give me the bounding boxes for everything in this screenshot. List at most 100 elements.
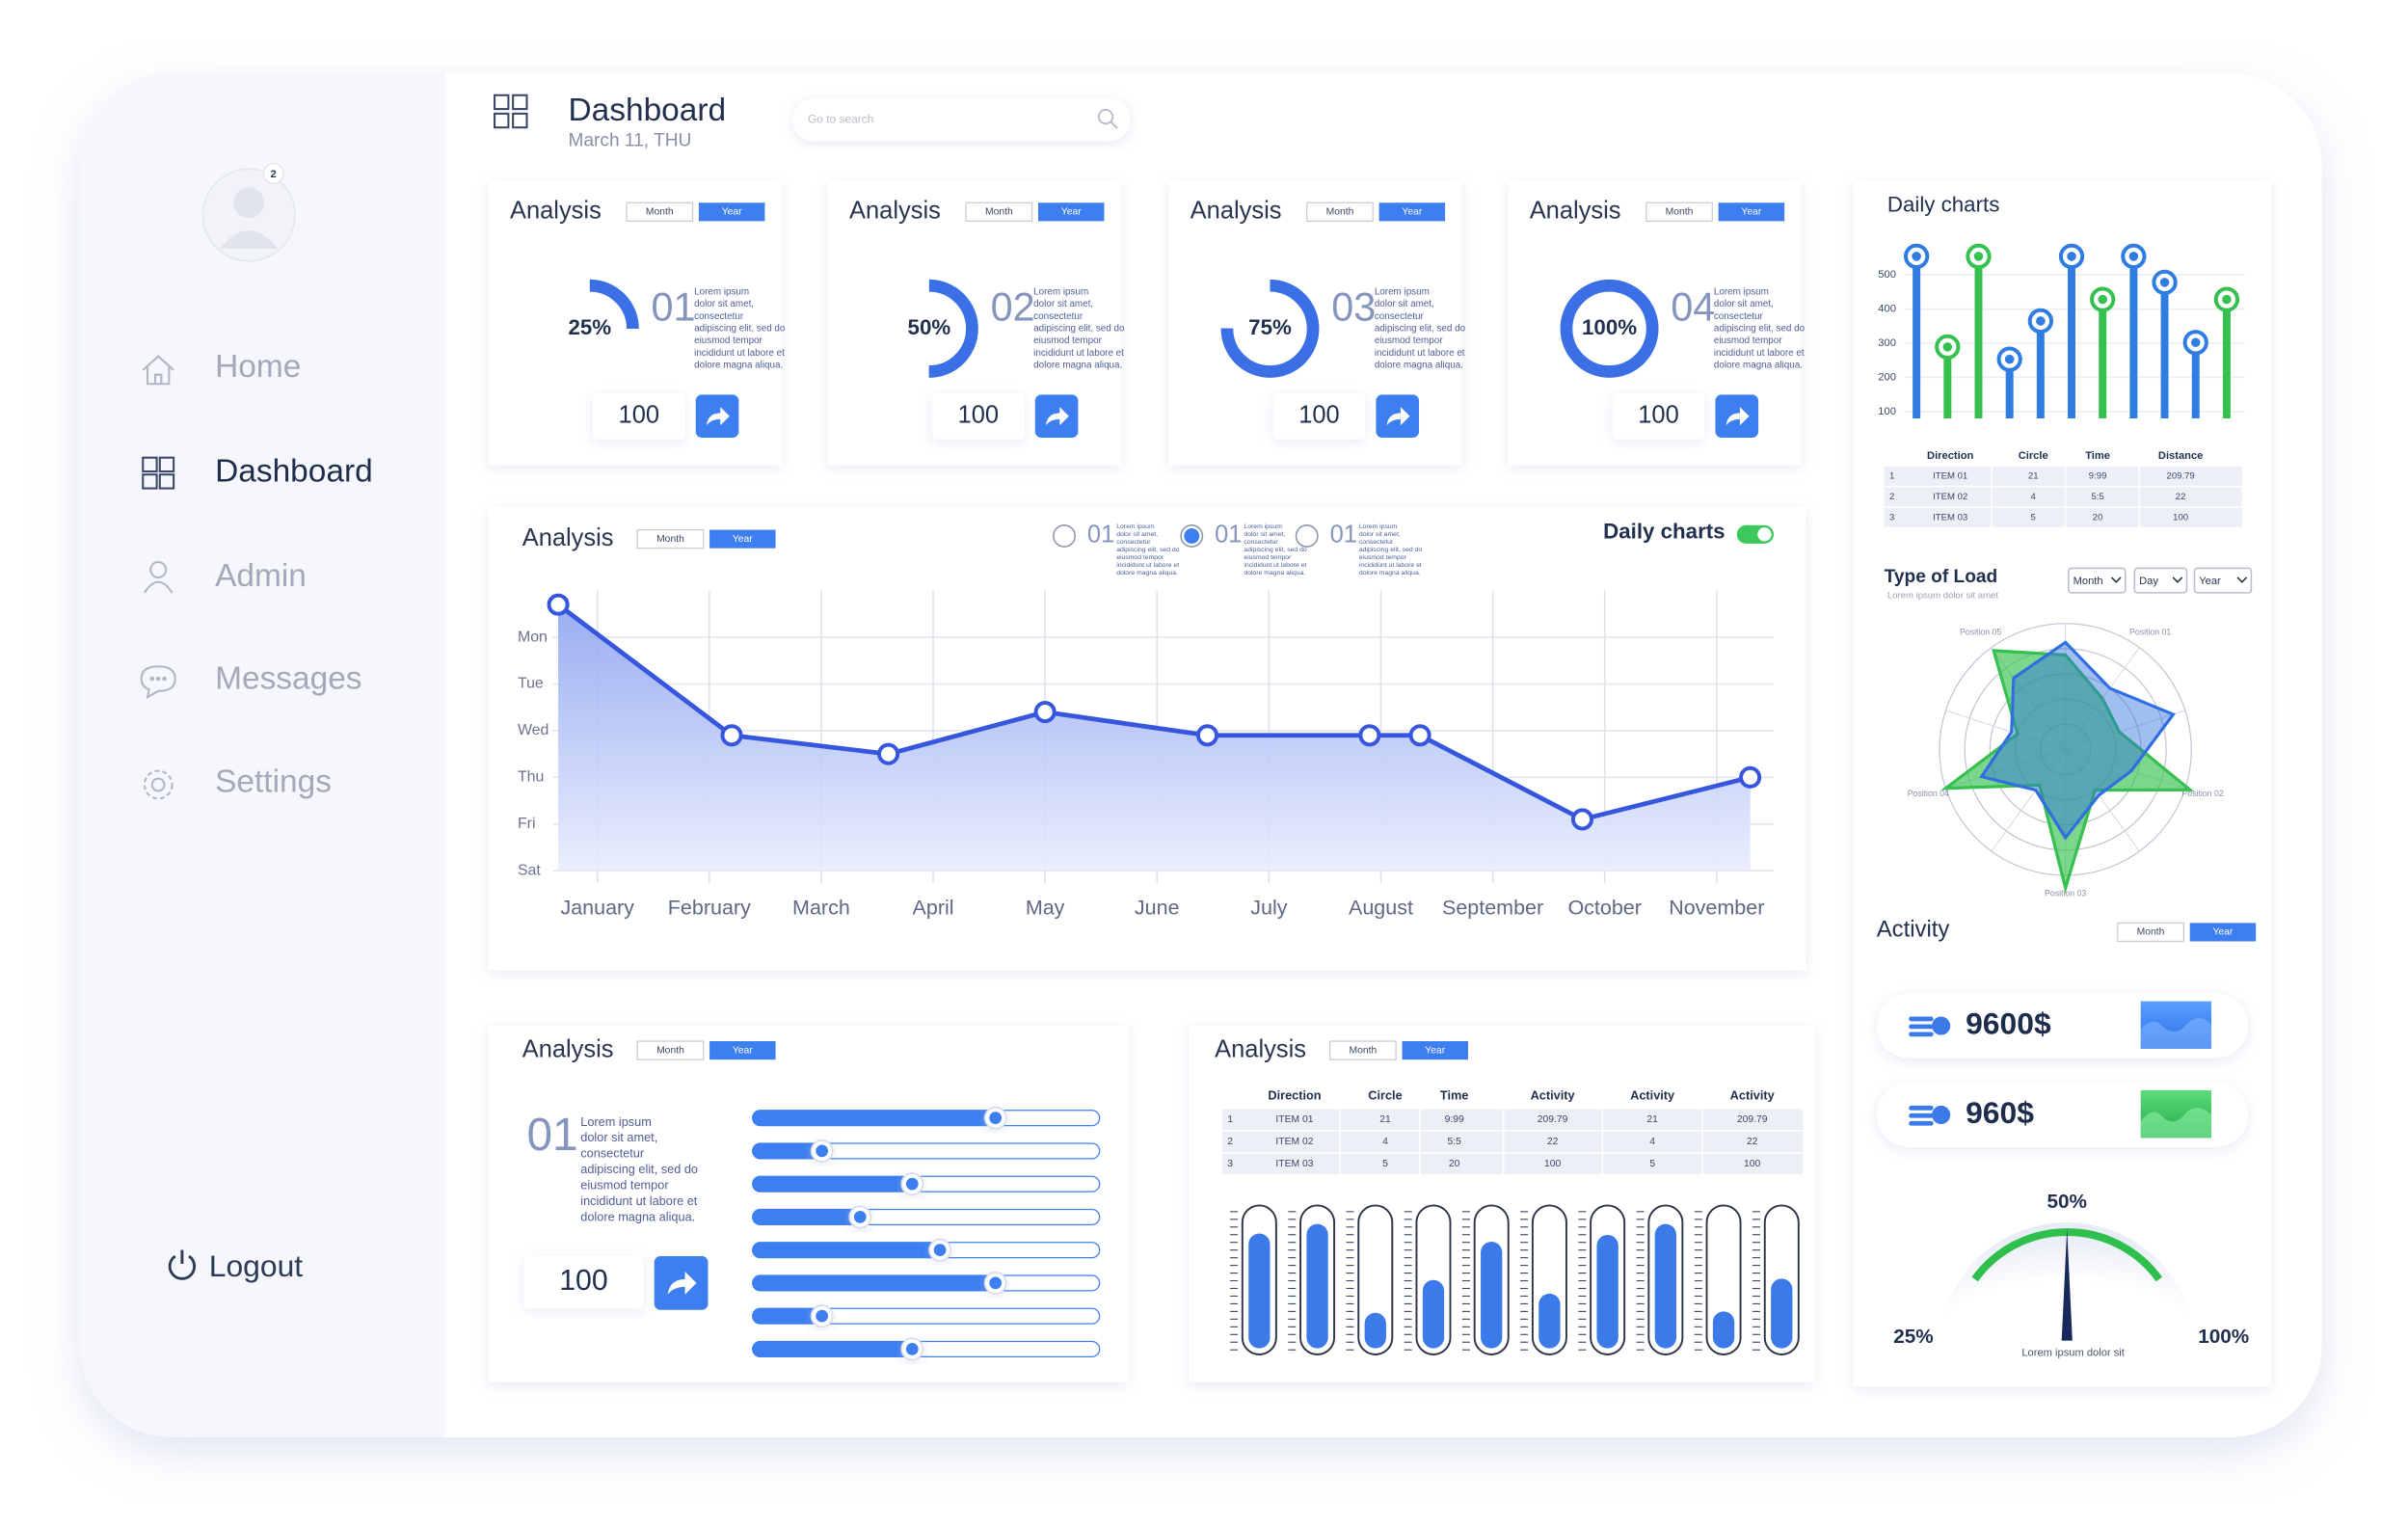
select-label: Day — [2139, 576, 2158, 587]
lollipop-dot — [1912, 252, 1921, 261]
card-number: 03 — [1331, 285, 1376, 330]
tab-active[interactable] — [698, 202, 765, 222]
badge-count: 2 — [271, 169, 277, 180]
nav-item[interactable]: Dashboard — [215, 453, 373, 489]
slider-fill — [752, 1341, 913, 1357]
card-title: Analysis — [849, 198, 941, 225]
body-text: eiusmod tempor — [1116, 554, 1164, 561]
line-point — [547, 593, 570, 616]
body-text: incididunt ut labore et — [1033, 348, 1124, 359]
legend-number: 01 — [1330, 522, 1357, 549]
lollipop-bar — [2068, 255, 2076, 419]
page-title: Dashboard — [569, 93, 727, 128]
table-cell: 4 — [2031, 492, 2037, 502]
nav-item[interactable]: Messages — [215, 661, 361, 697]
panel-title: Activity — [1877, 917, 1950, 943]
share-icon — [1726, 407, 1750, 426]
capsule-fill — [1248, 1233, 1271, 1349]
legend-radio[interactable] — [1295, 523, 1319, 548]
line-point — [1195, 724, 1219, 747]
slider-knob-dot — [853, 1211, 867, 1223]
table-cell: 5:5 — [2091, 492, 2103, 502]
tab[interactable] — [2117, 922, 2184, 943]
tab-active[interactable] — [2189, 923, 2257, 942]
select[interactable] — [2133, 567, 2188, 594]
search-box[interactable] — [792, 97, 1131, 142]
tab[interactable] — [636, 1040, 705, 1060]
lollipop-bar — [1943, 346, 1952, 419]
body-text: incididunt ut labore et — [580, 1193, 698, 1208]
table-cell: ITEM 03 — [1275, 1159, 1313, 1169]
line-point — [1033, 701, 1057, 724]
tab-label: Month — [985, 207, 1013, 218]
select[interactable] — [2068, 567, 2127, 594]
nav-item[interactable]: Home — [215, 349, 301, 385]
line-point — [877, 742, 900, 765]
body-text: dolore magna aliqua. — [694, 361, 783, 371]
y-tick-label: Wed — [518, 722, 548, 738]
x-tick-label: January — [560, 897, 634, 920]
x-tick-label: February — [668, 897, 751, 920]
radar-axis-label: Position 05 — [1960, 628, 2001, 637]
lollipop-dot — [2004, 354, 2015, 364]
line-point — [1408, 724, 1431, 747]
body-text: eiusmod tempor — [580, 1177, 669, 1192]
tab-label: Year — [722, 207, 742, 218]
table-cell: ITEM 01 — [1275, 1114, 1313, 1125]
table-header: Time — [2085, 450, 2110, 462]
card-number: 04 — [1671, 285, 1715, 330]
tab-active[interactable] — [1718, 202, 1785, 222]
body-text: Lorem ipsum — [1359, 523, 1398, 530]
table-cell: 100 — [1744, 1159, 1761, 1169]
count: 100 — [1638, 401, 1679, 428]
tab-active[interactable] — [709, 529, 776, 549]
slider-fill — [752, 1142, 822, 1159]
table-cell: 9:99 — [1445, 1114, 1464, 1125]
body-text: eiusmod tempor — [1714, 335, 1782, 346]
table-cell: 5:5 — [1447, 1137, 1461, 1147]
tab[interactable] — [626, 201, 694, 223]
tab-active[interactable] — [1037, 202, 1105, 222]
body-text: dolor sit amet, — [1375, 299, 1434, 309]
table-cell: 22 — [1747, 1137, 1758, 1147]
body-text: consectetur — [1375, 311, 1425, 322]
tab[interactable] — [965, 201, 1033, 223]
slider-knob-dot — [816, 1144, 829, 1158]
donut — [1560, 279, 1659, 378]
select-caret — [2236, 576, 2248, 583]
tab[interactable] — [1645, 201, 1713, 223]
panel-subtitle: Lorem ipsum dolor sit amet — [1887, 591, 1998, 602]
tab[interactable] — [1306, 201, 1374, 223]
y-tick-label: 300 — [1878, 337, 1896, 349]
tab-active[interactable] — [1378, 202, 1446, 222]
table-cell: ITEM 02 — [1933, 492, 1967, 502]
table-header: Direction — [1268, 1088, 1321, 1103]
slider-knob-dot — [933, 1244, 947, 1257]
y-tick-label: 500 — [1878, 269, 1896, 281]
legend-radio[interactable] — [1053, 523, 1076, 548]
body-text: dolore magna aliqua. — [1359, 570, 1421, 576]
lollipop-bar — [1974, 255, 1983, 419]
gauge-caption: Lorem ipsum dolor sit — [2021, 1347, 2125, 1358]
tab-label: Year — [1061, 207, 1082, 218]
table-cell: 5 — [1649, 1159, 1655, 1169]
lollipop-dot — [1973, 252, 1984, 261]
panel-title: Daily charts — [1887, 192, 1999, 216]
tab-label: Month — [2137, 927, 2165, 938]
tab-active[interactable] — [709, 1041, 776, 1060]
body-text: adipiscing elit, sed do — [1714, 324, 1806, 335]
slider-knob-dot — [989, 1112, 1003, 1125]
nav-item[interactable]: Admin — [215, 558, 307, 594]
tab[interactable] — [1328, 1040, 1397, 1060]
nav-item[interactable]: Settings — [215, 764, 332, 799]
tab-active[interactable] — [1402, 1041, 1468, 1060]
select[interactable] — [2193, 567, 2253, 594]
tab-label: Month — [656, 1045, 684, 1056]
coin-icon — [1909, 1016, 1951, 1037]
slider-fill — [752, 1308, 822, 1325]
body-text: eiusmod tempor — [694, 335, 763, 346]
tab[interactable] — [636, 528, 705, 550]
logout[interactable]: Logout — [209, 1248, 304, 1283]
table-cell: 209.79 — [2167, 470, 2195, 481]
table-cell: 21 — [1646, 1114, 1658, 1125]
